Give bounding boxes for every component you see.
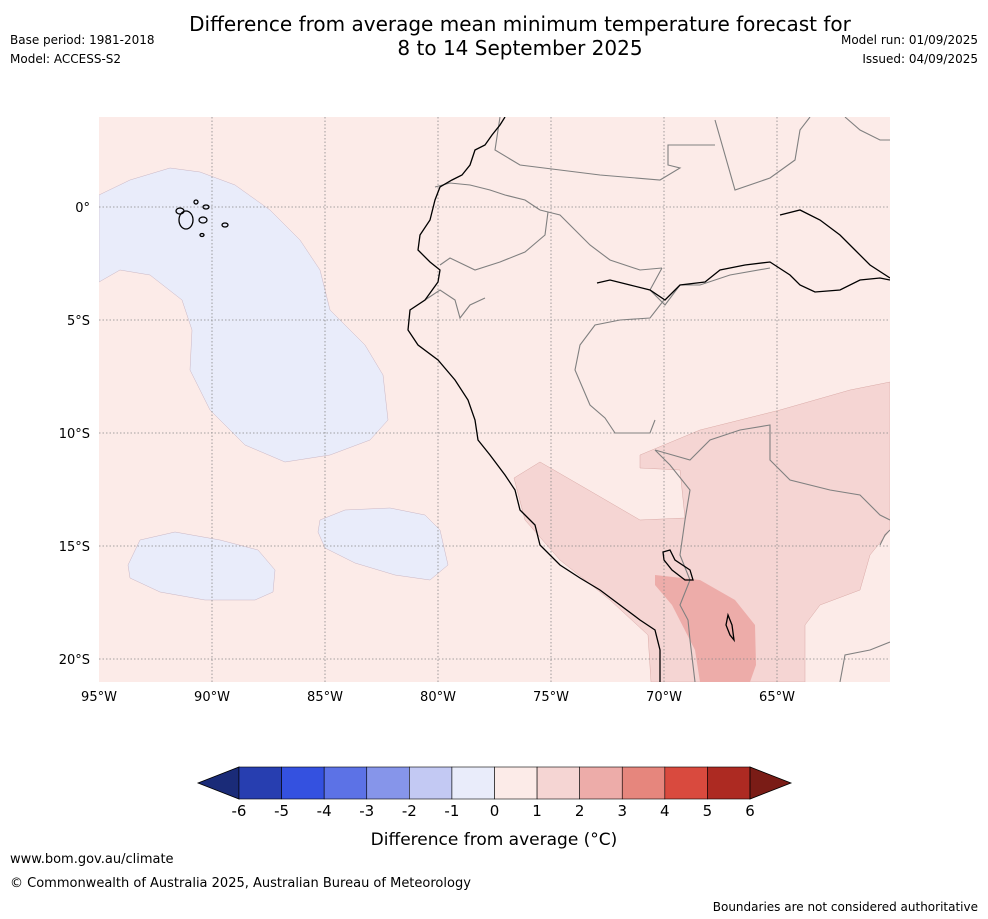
colorbar-swatch (366, 766, 410, 800)
title-line-2: 8 to 14 September 2025 (397, 36, 643, 60)
colorbar-tick-label: -4 (317, 802, 332, 820)
lon-label: 75°W (533, 690, 569, 705)
lat-label: 5°S (67, 314, 90, 329)
map-panel (99, 117, 890, 682)
anomaly-band-minus1-to-0 (99, 167, 389, 463)
colorbar-swatch (281, 766, 325, 800)
base-period: Base period: 1981-2018 (10, 33, 155, 47)
rio-negro (779, 209, 890, 279)
border-bolivia-brazil (654, 424, 890, 521)
colorbar-extend-high (749, 766, 793, 800)
colorbar-tick-label: 4 (660, 802, 670, 820)
island (193, 199, 199, 205)
website-url: www.bom.gov.au/climate (10, 852, 174, 867)
border-east (879, 529, 890, 546)
colorbar-tick-label: 0 (490, 802, 500, 820)
colorbar-swatch (494, 766, 538, 800)
border-colombia-peru (539, 209, 663, 271)
coastline-pacific (407, 117, 661, 682)
colorbar-tick-label: 5 (703, 802, 713, 820)
border-guyana (844, 117, 890, 141)
border-peru-bolivia (654, 449, 696, 682)
colorbar-swatch (707, 766, 751, 800)
border-peru-brazil (574, 299, 665, 434)
lon-label: 70°W (646, 690, 682, 705)
lat-label: 20°S (59, 653, 90, 668)
colorbar-tick-label: 1 (532, 802, 542, 820)
lon-label: 95°W (81, 690, 117, 705)
colorbar-swatch (323, 766, 368, 800)
island (202, 204, 210, 210)
colorbar-tick-label: -3 (359, 802, 374, 820)
island (199, 232, 205, 238)
colorbar-swatch (664, 766, 708, 800)
lon-label: 65°W (759, 690, 795, 705)
colorbar-ticks: -6 -5 -4 -3 -2 -1 0 1 2 3 4 5 6 (232, 802, 755, 820)
model-name: Model: ACCESS-S2 (10, 52, 122, 66)
coastlines (407, 117, 890, 682)
island (178, 210, 194, 230)
issued-date: Issued: 04/09/2025 (862, 52, 978, 66)
galapagos-islands (175, 199, 229, 238)
colorbar-tick-label: 6 (745, 802, 755, 820)
colorbar-tick-label: -1 (444, 802, 459, 820)
lake-titicaca (662, 549, 694, 581)
colorbar-tick-label: -6 (232, 802, 247, 820)
colorbar-label: Difference from average (°C) (371, 830, 618, 850)
lon-label: 80°W (420, 690, 456, 705)
lat-label: 10°S (59, 427, 90, 442)
border-venezuela-brazil (714, 117, 811, 191)
colorbar-tick-label: 2 (575, 802, 585, 820)
border-colombia-venezuela (494, 117, 715, 181)
border-bolivia-paraguay (839, 641, 890, 682)
lake-poopo (725, 612, 735, 643)
border-colombia-ecuador (434, 182, 541, 211)
lon-label: 90°W (194, 690, 230, 705)
longitude-labels: 95°W 90°W 85°W 80°W 75°W 70°W 65°W (81, 690, 795, 705)
colorbar-tick-label: 3 (617, 802, 627, 820)
colorbar-swatch (579, 766, 623, 800)
colorbar-swatch (621, 766, 666, 800)
colorbar-extend-low (196, 766, 240, 800)
colorbar-swatch (238, 766, 282, 800)
island (221, 222, 229, 228)
colorbar-swatch (536, 766, 580, 800)
colorbar-swatch (409, 766, 453, 800)
border-peru-south (424, 289, 486, 320)
model-run: Model run: 01/09/2025 (840, 33, 978, 47)
lat-label: 15°S (59, 540, 90, 555)
island (175, 207, 185, 215)
disclaimer: Boundaries are not considered authoritat… (712, 900, 978, 914)
lon-label: 85°W (307, 690, 343, 705)
colorbar-tick-label: -2 (402, 802, 417, 820)
colorbar-swatch (451, 766, 495, 800)
border-ecuador-peru (439, 211, 549, 271)
chart-title: Difference from average mean minimum tem… (0, 12, 988, 60)
latitude-labels: 0° 5°S 10°S 15°S 20°S (59, 201, 90, 668)
lat-label: 0° (75, 201, 90, 216)
island (198, 216, 208, 224)
title-line-1: Difference from average mean minimum tem… (189, 12, 851, 36)
anomaly-band-minus1-to-0 (127, 531, 276, 601)
anomaly-band-2-to-3 (655, 575, 756, 682)
colorbar-tick-label: -5 (274, 802, 289, 820)
colorbar (196, 766, 793, 800)
anomaly-band-minus1-to-0 (317, 507, 449, 581)
graticule (99, 117, 890, 682)
national-borders (424, 117, 890, 682)
amazon-river (596, 261, 890, 301)
anomaly-band-1-to-2 (513, 381, 890, 682)
copyright: © Commonwealth of Australia 2025, Austra… (10, 876, 471, 891)
